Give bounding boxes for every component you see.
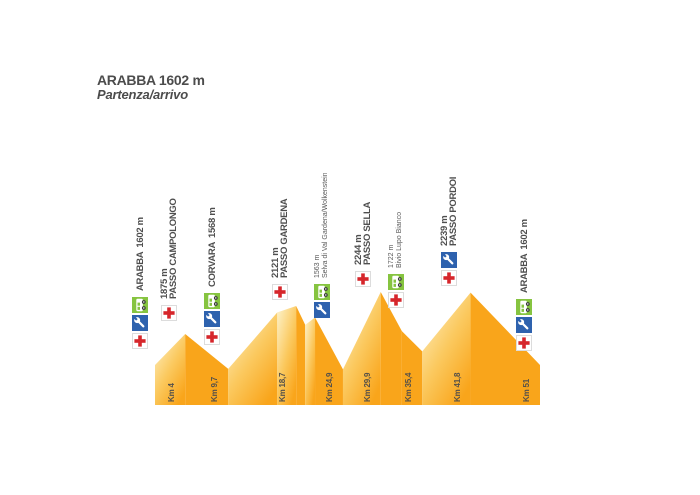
waypoint-label: ARABBA 1602 m: [135, 217, 146, 291]
service-icons: [161, 305, 177, 321]
profile-segment: [228, 312, 278, 405]
page-subtitle: Partenza/arrivo: [97, 87, 188, 103]
km-label: Km 29,9: [362, 372, 372, 402]
waypoint-label: PASSO SELLA 2244 m: [353, 201, 373, 265]
refreshment-van-icon: [132, 297, 148, 313]
km-label: Km 41,8: [452, 372, 462, 402]
waypoint-name: PASSO PORDOI: [448, 176, 459, 246]
waypoint-name: PASSO CAMPOLONGO: [168, 198, 179, 299]
waypoint-name: PASSO SELLA: [362, 201, 373, 265]
waypoint-label: CORVARA 1568 m: [207, 208, 218, 287]
refreshment-van-icon: [516, 299, 532, 315]
waypoint-name: Selva di Val Gardena/Wolkenstein: [322, 172, 329, 278]
profile-segment: [296, 306, 306, 405]
service-icons: [441, 252, 457, 286]
mechanic-wrench-icon: [132, 315, 148, 331]
waypoint-altitude: 1563 m: [314, 254, 321, 278]
waypoint-name: CORVARA: [206, 241, 218, 287]
waypoint-label: PASSO GARDENA 2121 m: [270, 198, 290, 278]
page-title: ARABBA 1602 m: [97, 72, 205, 88]
medical-cross-icon: [441, 270, 457, 286]
profile-segment: [155, 334, 186, 405]
waypoint-label: PASSO CAMPOLONGO 1875 m: [159, 198, 179, 299]
waypoint-label: Bivio Lupo Bianco 1722 m: [388, 212, 404, 268]
profile-segment: [380, 292, 402, 405]
profile-segment: [305, 317, 316, 405]
waypoint-label: Selva di Val Gardena/Wolkenstein 1563 m: [314, 172, 330, 278]
waypoint-name: ARABBA: [518, 253, 530, 293]
waypoint-label: ARABBA 1602 m: [519, 219, 530, 293]
waypoint-altitude: 1602 m: [518, 219, 530, 250]
profile-segment: [315, 317, 343, 405]
title-block: ARABBA 1602 m Partenza/arrivo: [97, 72, 205, 103]
refreshment-van-icon: [314, 284, 330, 300]
service-icons: [388, 274, 404, 308]
km-label: Km 18,7: [278, 372, 288, 402]
service-icons: [314, 284, 330, 318]
mechanic-wrench-icon: [204, 311, 220, 327]
medical-cross-icon: [272, 284, 288, 300]
medical-cross-icon: [355, 271, 371, 287]
service-icons: [516, 299, 532, 351]
profile-segment: [401, 331, 423, 405]
waypoint-name: Bivio Lupo Bianco: [396, 211, 403, 268]
profile-segment: [342, 292, 381, 405]
service-icons: [204, 293, 220, 345]
mechanic-wrench-icon: [441, 252, 457, 268]
waypoint-name: PASSO GARDENA: [279, 198, 290, 278]
service-icons: [272, 284, 288, 300]
refreshment-van-icon: [204, 293, 220, 309]
waypoint-altitude: 1602 m: [134, 217, 146, 248]
medical-cross-icon: [132, 333, 148, 349]
km-label: Km 35,4: [404, 372, 414, 402]
waypoint-altitude: 1722 m: [388, 244, 395, 268]
medical-cross-icon: [388, 292, 404, 308]
profile-segment: [470, 292, 540, 405]
service-icons: [355, 271, 371, 287]
km-label: Km 51: [522, 378, 531, 402]
profile-segment: [277, 306, 297, 405]
waypoint-label: PASSO PORDOI 2239 m: [439, 176, 459, 246]
waypoint-name: ARABBA: [134, 251, 146, 291]
service-icons: [132, 297, 148, 349]
profile-segment: [185, 334, 229, 405]
medical-cross-icon: [204, 329, 220, 345]
mechanic-wrench-icon: [314, 302, 330, 318]
km-label: Km 9,7: [210, 376, 220, 402]
km-label: Km 24,9: [325, 372, 334, 402]
mechanic-wrench-icon: [516, 317, 532, 333]
refreshment-van-icon: [388, 274, 404, 290]
profile-segment: [422, 292, 471, 405]
medical-cross-icon: [516, 335, 532, 351]
waypoint-altitude: 1568 m: [206, 207, 218, 238]
km-label: Km 4: [167, 383, 177, 402]
medical-cross-icon: [161, 305, 177, 321]
